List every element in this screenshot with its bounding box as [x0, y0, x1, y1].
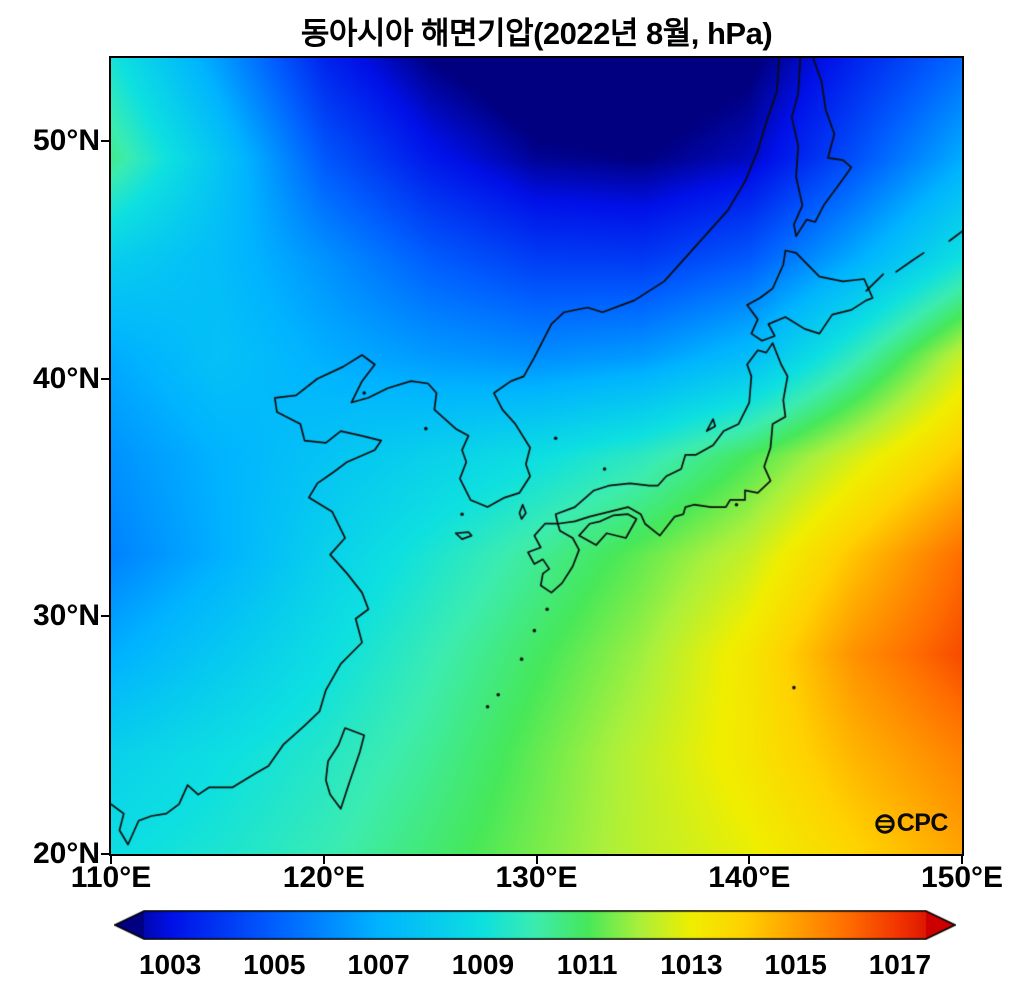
globe-icon [875, 813, 895, 834]
chart-title: 동아시아 해면기압(2022년 8월, hPa) [300, 16, 773, 51]
x-tick-label: 140°E [708, 861, 791, 894]
x-tick-mark [322, 856, 325, 864]
y-tick-mark [101, 615, 109, 618]
x-tick-mark [110, 856, 112, 864]
colorbar-tick-label: 1009 [451, 949, 515, 980]
x-tick-mark [961, 856, 963, 864]
y-tick-label: 20°N [32, 837, 100, 870]
coastline-canvas [111, 58, 962, 854]
y-tick-mark [101, 140, 109, 143]
y-tick-label: 50°N [32, 124, 100, 158]
watermark: CPC [874, 809, 949, 838]
x-tick-mark [535, 856, 538, 864]
colorbar-tick-label: 1005 [243, 949, 306, 980]
watermark-text: CPC [896, 809, 949, 837]
x-tick-label: 120°E [282, 861, 365, 894]
colorbar-tick-label: 1015 [764, 949, 827, 980]
y-tick-label: 40°N [32, 361, 100, 395]
x-tick-mark [748, 856, 751, 864]
colorbar-tick-label: 1013 [660, 949, 723, 980]
y-tick-mark [101, 853, 109, 855]
colorbar [114, 910, 956, 940]
colorbar-tick-label: 1011 [556, 949, 618, 980]
colorbar-tick-label: 1007 [347, 949, 410, 980]
y-tick-label: 30°N [32, 599, 100, 633]
x-tick-label: 150°E [920, 861, 1004, 894]
x-tick-label: 110°E [70, 861, 152, 894]
colorbar-tick-label: 1017 [868, 949, 932, 980]
x-tick-label: 130°E [495, 861, 578, 894]
map-plot-area: CPC [109, 56, 964, 856]
y-tick-mark [101, 377, 109, 380]
colorbar-tick-label: 1003 [138, 949, 202, 980]
